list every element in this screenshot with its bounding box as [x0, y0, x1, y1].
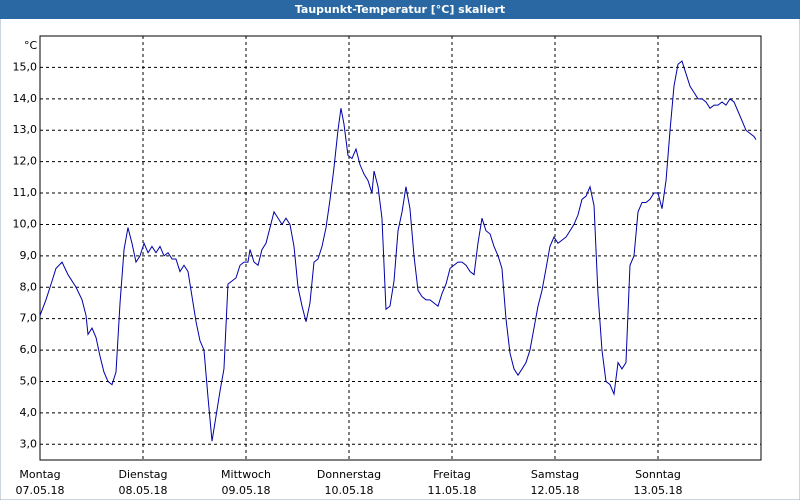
x-tick-label: Dienstag: [118, 468, 167, 481]
y-tick-label: 8,0: [20, 280, 38, 293]
chart-title: Taupunkt-Temperatur [°C] skaliert: [295, 3, 505, 16]
y-tick-label: 15,0: [13, 60, 38, 73]
x-tick-label: Sonntag: [635, 468, 681, 481]
title-bar: [0, 0, 800, 19]
y-tick-label: 14,0: [13, 92, 38, 105]
x-tick-date: 12.05.18: [531, 484, 580, 497]
x-tick-label: Donnerstag: [317, 468, 381, 481]
x-tick-date: 07.05.18: [16, 484, 65, 497]
x-tick-label: Freitag: [433, 468, 471, 481]
x-tick-label: Samstag: [531, 468, 579, 481]
plot-area: [39, 35, 762, 461]
y-tick-label: 4,0: [20, 406, 38, 419]
y-unit: °C: [24, 39, 38, 52]
y-tick-label: 12,0: [13, 155, 38, 168]
y-tick-label: 6,0: [20, 343, 38, 356]
y-tick-label: 9,0: [20, 249, 38, 262]
x-tick-date: 10.05.18: [325, 484, 374, 497]
x-tick-date: 09.05.18: [222, 484, 271, 497]
y-tick-label: 13,0: [13, 123, 38, 136]
x-tick-date: 13.05.18: [634, 484, 683, 497]
x-tick-date: 08.05.18: [119, 484, 168, 497]
y-tick-label: 11,0: [13, 186, 38, 199]
y-tick-label: 5,0: [20, 374, 38, 387]
y-tick-label: 3,0: [20, 437, 38, 450]
y-tick-label: 7,0: [20, 312, 38, 325]
x-tick-label: Montag: [19, 468, 60, 481]
x-tick-date: 11.05.18: [428, 484, 477, 497]
x-tick-label: Mittwoch: [221, 468, 271, 481]
data-line: [39, 60, 757, 442]
y-tick-label: 10,0: [13, 217, 38, 230]
